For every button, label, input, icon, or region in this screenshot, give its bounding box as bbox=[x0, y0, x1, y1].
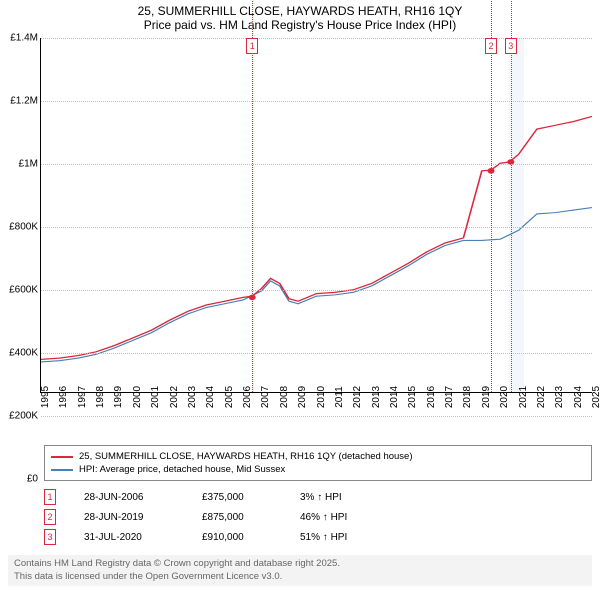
sale-date: 28-JUN-2019 bbox=[84, 512, 174, 523]
x-tick-label: 2012 bbox=[352, 386, 363, 408]
x-tick-label: 2003 bbox=[187, 386, 198, 408]
x-tick-label: 2022 bbox=[536, 386, 547, 408]
series-hpi bbox=[41, 208, 592, 362]
marker-label: 2 bbox=[485, 38, 497, 54]
sale-price: £875,000 bbox=[202, 512, 272, 523]
x-tick-label: 2014 bbox=[389, 386, 400, 408]
x-tick-label: 2010 bbox=[316, 386, 327, 408]
gridline bbox=[41, 101, 592, 102]
legend-label: 25, SUMMERHILL CLOSE, HAYWARDS HEATH, RH… bbox=[79, 451, 413, 462]
x-tick-label: 2005 bbox=[224, 386, 235, 408]
gridline bbox=[41, 290, 592, 291]
legend-label: HPI: Average price, detached house, Mid … bbox=[79, 464, 285, 475]
sale-pct-vs-hpi: 46% ↑ HPI bbox=[300, 512, 390, 523]
sale-marker-id: 3 bbox=[44, 529, 56, 545]
x-tick-label: 2024 bbox=[573, 386, 584, 408]
sales-table: 1 28-JUN-2006 £375,000 3% ↑ HPI 2 28-JUN-2019… bbox=[44, 487, 592, 547]
x-tick-label: 2016 bbox=[426, 386, 437, 408]
sale-price: £910,000 bbox=[202, 532, 272, 543]
x-tick-label: 2001 bbox=[150, 386, 161, 408]
x-tick-label: 2011 bbox=[334, 387, 345, 409]
legend: 25, SUMMERHILL CLOSE, HAYWARDS HEATH, RH… bbox=[44, 445, 592, 481]
x-tick-label: 1998 bbox=[95, 386, 106, 408]
sale-row: 2 28-JUN-2019 £875,000 46% ↑ HPI bbox=[44, 507, 592, 527]
legend-swatch bbox=[51, 469, 73, 471]
x-tick-label: 2018 bbox=[462, 386, 473, 408]
marker-label: 3 bbox=[505, 38, 517, 54]
sale-marker-id: 2 bbox=[44, 509, 56, 525]
y-tick-label: £1M bbox=[19, 159, 38, 170]
x-tick-label: 2000 bbox=[132, 386, 143, 408]
x-tick-label: 1995 bbox=[40, 386, 51, 408]
y-tick-label: £1.2M bbox=[10, 96, 38, 107]
sale-pct-vs-hpi: 3% ↑ HPI bbox=[300, 492, 390, 503]
y-tick-label: £1.4M bbox=[10, 33, 38, 44]
y-tick-label: £0 bbox=[27, 474, 38, 485]
x-tick-label: 2020 bbox=[499, 386, 510, 408]
footer-attribution: Contains HM Land Registry data © Crown c… bbox=[8, 555, 592, 586]
x-tick-label: 2019 bbox=[481, 386, 492, 408]
legend-item: HPI: Average price, detached house, Mid … bbox=[51, 463, 585, 476]
plot-region: 1 23 bbox=[40, 38, 592, 393]
marker-line bbox=[511, 0, 512, 392]
marker-line bbox=[491, 0, 492, 392]
x-tick-label: 2021 bbox=[518, 386, 529, 408]
x-axis: 1995199619971998199920002001200220032004… bbox=[40, 393, 592, 443]
sale-marker-id: 1 bbox=[44, 489, 56, 505]
x-tick-label: 2008 bbox=[279, 386, 290, 408]
y-tick-label: £800K bbox=[9, 222, 38, 233]
footer-line-2: This data is licensed under the Open Gov… bbox=[14, 571, 586, 583]
gridline bbox=[41, 164, 592, 165]
sale-row: 1 28-JUN-2006 £375,000 3% ↑ HPI bbox=[44, 487, 592, 507]
x-tick-label: 1997 bbox=[77, 386, 88, 408]
sale-price: £375,000 bbox=[202, 492, 272, 503]
marker-line bbox=[252, 0, 253, 392]
legend-swatch bbox=[51, 456, 73, 458]
y-axis: £0£200K£400K£600K£800K£1M£1.2M£1.4M bbox=[0, 34, 40, 443]
x-tick-label: 1999 bbox=[113, 386, 124, 408]
gridline bbox=[41, 353, 592, 354]
y-tick-label: £200K bbox=[9, 411, 38, 422]
marker-label: 1 bbox=[246, 38, 258, 54]
sale-date: 28-JUN-2006 bbox=[84, 492, 174, 503]
x-tick-label: 2015 bbox=[407, 386, 418, 408]
x-tick-label: 2023 bbox=[554, 386, 565, 408]
gridline bbox=[41, 227, 592, 228]
x-tick-label: 2025 bbox=[591, 386, 600, 408]
y-tick-label: £600K bbox=[9, 285, 38, 296]
legend-item: 25, SUMMERHILL CLOSE, HAYWARDS HEATH, RH… bbox=[51, 450, 585, 463]
sale-row: 3 31-JUL-2020 £910,000 51% ↑ HPI bbox=[44, 527, 592, 547]
sale-date: 31-JUL-2020 bbox=[84, 532, 174, 543]
y-tick-label: £400K bbox=[9, 348, 38, 359]
chart-lines bbox=[41, 38, 592, 392]
x-tick-label: 2002 bbox=[169, 386, 180, 408]
footer-line-1: Contains HM Land Registry data © Crown c… bbox=[14, 558, 586, 570]
x-tick-label: 2017 bbox=[444, 386, 455, 408]
x-tick-label: 2006 bbox=[242, 386, 253, 408]
chart-area: £0£200K£400K£600K£800K£1M£1.2M£1.4M 123 … bbox=[0, 34, 596, 443]
x-tick-label: 1996 bbox=[58, 386, 69, 408]
x-tick-label: 2009 bbox=[297, 386, 308, 408]
series-price_paid bbox=[41, 116, 592, 359]
sale-pct-vs-hpi: 51% ↑ HPI bbox=[300, 532, 390, 543]
x-tick-label: 2007 bbox=[260, 386, 271, 408]
x-tick-label: 2004 bbox=[205, 386, 216, 408]
x-tick-label: 2013 bbox=[371, 386, 382, 408]
